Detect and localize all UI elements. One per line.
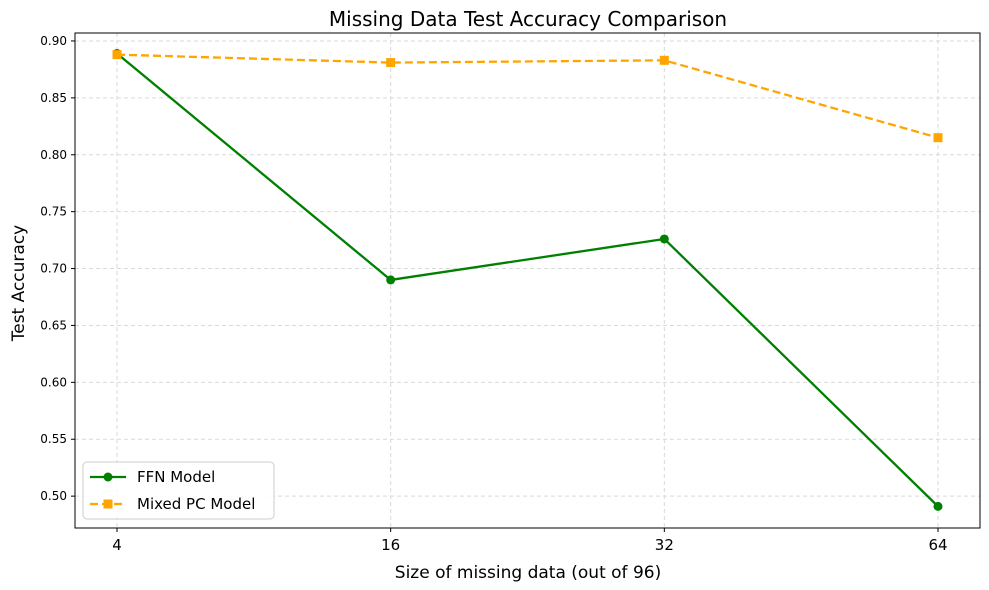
grid-lines: [75, 33, 980, 528]
y-tick-label: 0.55: [40, 432, 67, 446]
chart-title: Missing Data Test Accuracy Comparison: [329, 7, 727, 31]
y-axis: 0.50 0.55 0.60 0.65 0.70 0.75 0.80 0.85 0.90: [40, 34, 75, 503]
y-axis-label: Test Accuracy: [9, 225, 29, 343]
y-tick-label: 0.70: [40, 262, 67, 276]
plot-frame: [74, 32, 981, 529]
legend-box: [82, 461, 275, 520]
data-point: [112, 50, 122, 60]
legend-label: Mixed PC Model: [137, 495, 255, 513]
x-tick-label: 32: [655, 536, 674, 554]
series-line: [116, 52, 939, 508]
legend-marker: [103, 472, 113, 482]
data-point: [386, 58, 396, 68]
y-tick-label: 0.80: [40, 148, 67, 162]
x-tick-label: 64: [928, 536, 947, 554]
series-2: [112, 50, 943, 143]
series-1: [112, 48, 943, 511]
legend-label: FFN Model: [137, 468, 215, 486]
y-tick-label: 0.60: [40, 375, 67, 389]
data-point: [659, 55, 669, 65]
y-tick-label: 0.75: [40, 205, 67, 219]
y-tick-label: 0.90: [40, 34, 67, 48]
y-tick-label: 0.65: [40, 318, 67, 332]
data-point: [933, 133, 943, 143]
series-line: [116, 53, 939, 139]
x-axis-label: Size of missing data (out of 96): [395, 563, 661, 583]
y-tick-label: 0.85: [40, 91, 67, 105]
data-point: [933, 501, 943, 511]
legend: FFN Model Mixed PC Model: [82, 461, 275, 520]
series-layer: [112, 48, 943, 511]
y-tick-label: 0.50: [40, 489, 67, 503]
legend-entry: FFN Model: [90, 468, 215, 486]
x-tick-label: 16: [381, 536, 400, 554]
data-point: [659, 234, 669, 244]
x-tick-label: 4: [112, 536, 122, 554]
legend-marker: [103, 499, 113, 509]
x-axis: 4 16 32 64: [112, 528, 948, 554]
legend-entry: Mixed PC Model: [90, 495, 255, 513]
data-point: [386, 275, 396, 285]
